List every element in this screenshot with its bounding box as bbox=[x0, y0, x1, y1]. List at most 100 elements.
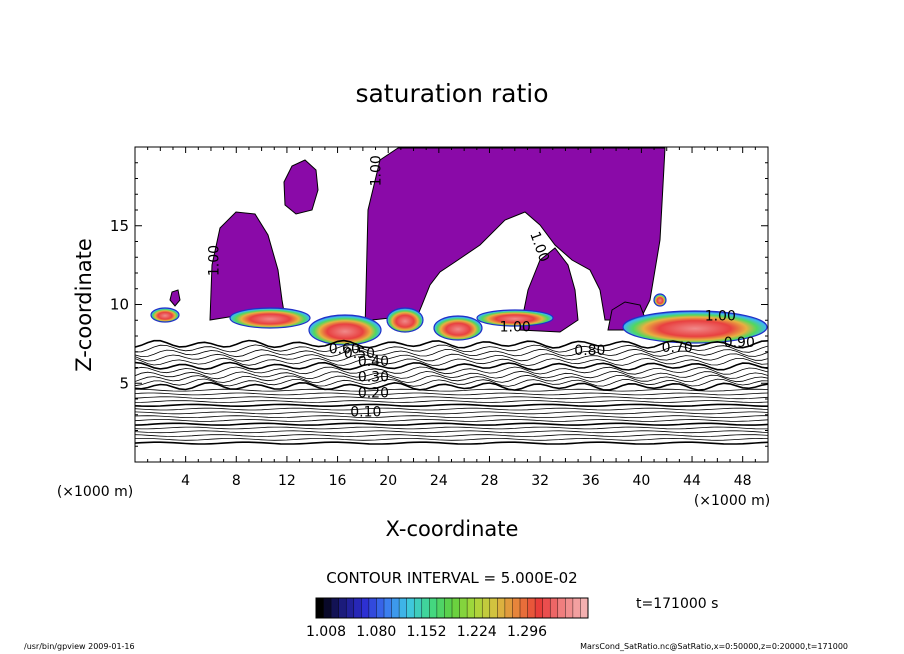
contour-label: 0.50 bbox=[344, 346, 375, 362]
x-tick-label: 40 bbox=[632, 473, 650, 489]
colorbar-cell bbox=[368, 598, 377, 618]
contour-label: 0.70 bbox=[662, 340, 693, 356]
contour-line bbox=[135, 430, 768, 434]
colorbar-tick-label: 1.080 bbox=[356, 624, 396, 640]
contour-label: 1.00 bbox=[500, 319, 531, 335]
colorbar-cell bbox=[565, 598, 574, 618]
colorbar-cell bbox=[376, 598, 385, 618]
colorbar-cell bbox=[452, 598, 460, 618]
supersaturation-zone bbox=[229, 307, 311, 329]
contour-line bbox=[135, 422, 768, 426]
colorbar-cell bbox=[429, 598, 438, 618]
contour-line bbox=[135, 415, 768, 419]
contour-label: 1.00 bbox=[207, 245, 223, 276]
colorbar-cell bbox=[497, 598, 506, 618]
x-tick-label: 32 bbox=[531, 473, 549, 489]
colorbar-cell bbox=[489, 598, 498, 618]
x-tick-label: 20 bbox=[379, 473, 397, 489]
contour-line bbox=[135, 361, 768, 371]
colorbar-cell bbox=[467, 598, 475, 618]
saturated-regions bbox=[169, 147, 666, 333]
contour-label: 1.00 bbox=[369, 155, 385, 186]
colorbar-cell bbox=[459, 598, 468, 618]
contour-line bbox=[135, 396, 768, 400]
colorbar-cell bbox=[323, 598, 332, 618]
saturated-region bbox=[169, 289, 181, 307]
supersaturation-zone bbox=[433, 315, 483, 341]
colorbar-cell bbox=[482, 598, 491, 618]
colorbar-cell bbox=[346, 598, 355, 618]
colorbar-tick-label: 1.008 bbox=[306, 624, 346, 640]
y-tick-label: 10 bbox=[110, 296, 129, 314]
contour-label: 0.80 bbox=[574, 343, 605, 359]
colorbar-cell bbox=[572, 598, 581, 618]
colorbar-cell bbox=[504, 598, 513, 618]
colorbar-cell bbox=[474, 598, 483, 618]
colorbar-cell bbox=[527, 598, 536, 618]
supersaturation-zone bbox=[150, 307, 180, 323]
saturated-region bbox=[283, 159, 319, 215]
x-tick-label: 48 bbox=[734, 473, 752, 489]
x-tick-label: 12 bbox=[278, 473, 296, 489]
colorbar-cell bbox=[414, 598, 423, 618]
y-tick-label: 15 bbox=[110, 217, 129, 235]
supersaturation-zones bbox=[150, 293, 768, 346]
colorbar-cell bbox=[580, 598, 589, 618]
supersaturation-zone bbox=[476, 309, 554, 327]
x-tick-label: 8 bbox=[232, 473, 241, 489]
colorbar-cell bbox=[557, 598, 566, 618]
contour-line bbox=[135, 419, 768, 422]
contour-line bbox=[135, 378, 768, 387]
x-axis-label: X-coordinate bbox=[386, 517, 519, 541]
colorbar-cell bbox=[338, 598, 347, 618]
contour-label: 1.00 bbox=[705, 308, 736, 324]
colorbar-cell bbox=[436, 598, 445, 618]
x-tick-label: 44 bbox=[683, 473, 701, 489]
contour-line bbox=[135, 441, 768, 445]
saturated-region bbox=[364, 147, 666, 332]
colorbar-cell bbox=[353, 598, 362, 618]
colorbar-cell bbox=[444, 598, 453, 618]
colorbar bbox=[315, 598, 589, 618]
colorbar-cell bbox=[512, 598, 521, 618]
contour-line bbox=[135, 400, 768, 403]
colorbar-labels: 1.008 1.080 1.152 1.224 1.296 bbox=[306, 624, 547, 640]
colorbar-frame bbox=[315, 597, 589, 619]
contour-line bbox=[135, 407, 768, 411]
colorbar-cell bbox=[361, 598, 370, 618]
contour-line bbox=[135, 434, 768, 437]
contour-line bbox=[135, 411, 768, 415]
supersaturation-zone bbox=[308, 314, 382, 346]
colorbar-cell bbox=[520, 598, 528, 618]
contour-line bbox=[135, 353, 768, 362]
footer-right: MarsCond_SatRatio.nc@SatRatio,x=0:50000,… bbox=[580, 642, 848, 651]
contour-line bbox=[135, 348, 768, 358]
contour-line bbox=[135, 344, 768, 353]
contour-line bbox=[135, 381, 768, 391]
colorbar-tick-label: 1.152 bbox=[406, 624, 446, 640]
contour-interval: CONTOUR INTERVAL = 5.000E-02 bbox=[326, 569, 577, 587]
contour-lines bbox=[135, 339, 768, 445]
contour-line bbox=[135, 370, 768, 380]
contour-label: 0.40 bbox=[358, 354, 389, 370]
contour-line bbox=[135, 392, 768, 396]
axis-ticks bbox=[135, 147, 768, 462]
colorbar-cell bbox=[331, 598, 339, 618]
x-unit-label-right: (×1000 m) bbox=[694, 493, 770, 509]
contour-line bbox=[135, 403, 768, 407]
x-tick-label: 16 bbox=[329, 473, 347, 489]
contour-line bbox=[135, 366, 768, 375]
contour-line bbox=[135, 437, 768, 441]
x-tick-label: 36 bbox=[582, 473, 600, 489]
colorbar-cell bbox=[391, 598, 400, 618]
contour-line bbox=[135, 388, 768, 392]
supersaturation-zone bbox=[622, 310, 768, 344]
contour-label: 0.10 bbox=[350, 404, 381, 420]
x-tick-label: 28 bbox=[481, 473, 499, 489]
contour-line bbox=[135, 357, 768, 367]
x-tick-label: 24 bbox=[430, 473, 448, 489]
x-unit-label-left: (×1000 m) bbox=[57, 484, 133, 500]
contour-label: 0.30 bbox=[358, 370, 389, 386]
